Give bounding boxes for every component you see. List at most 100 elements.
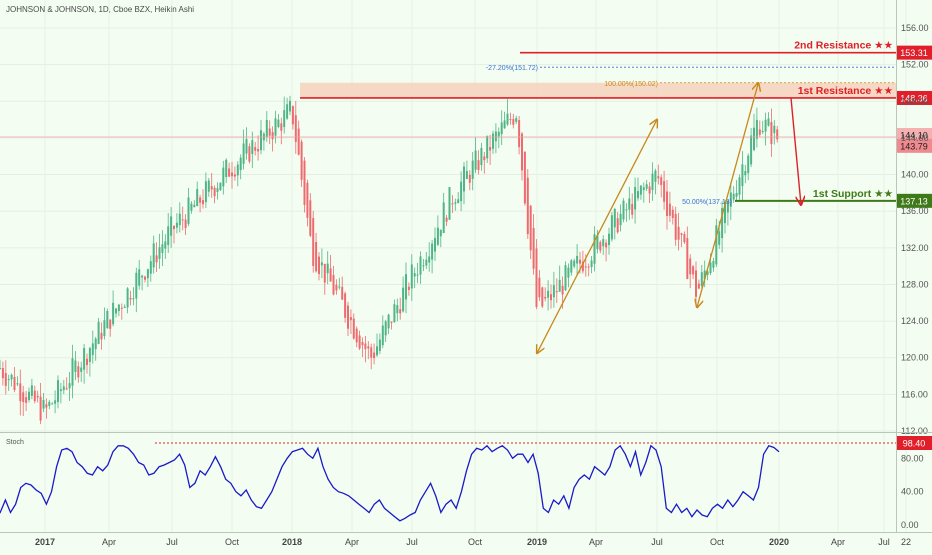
candle-body [378, 339, 381, 351]
candle-body [19, 383, 22, 402]
candle-body [222, 167, 225, 187]
first-support-label: 1st Support ★★ [813, 188, 893, 200]
candle-body [28, 391, 30, 401]
candle-body [651, 173, 654, 191]
price-tick-label: 128.00 [901, 279, 929, 289]
price-label-bg [897, 138, 932, 153]
annotation-layer: -27.20%(151.72)100.00%(150.02)50.00%(137… [486, 65, 896, 353]
candle-body [16, 383, 19, 385]
candle-body [744, 170, 747, 176]
stoch-level-tag-label: 98.40 [903, 439, 926, 449]
time-tick-label: Oct [225, 537, 240, 547]
candle-body [654, 170, 657, 182]
candle-body [277, 119, 280, 128]
candle-body [422, 265, 425, 267]
candle-body [695, 270, 697, 297]
candle-body [225, 159, 228, 178]
fib-extension-label: -27.20%(151.72) [486, 65, 538, 72]
candle-body [347, 305, 349, 329]
candle-body [326, 263, 329, 274]
candle-body [674, 213, 677, 240]
candle-body [535, 248, 538, 308]
time-tick-label: Jul [406, 537, 418, 547]
candle-body [610, 215, 613, 240]
stoch-tick-label: 80.00 [901, 453, 924, 463]
candle-body [663, 181, 666, 202]
candle-body [100, 332, 103, 340]
candle-body [181, 219, 184, 221]
candle-body [344, 293, 347, 318]
candle-body [370, 347, 373, 358]
candle-body [97, 321, 100, 344]
candle-body [361, 342, 364, 346]
price-tick-label: 140.00 [901, 170, 929, 180]
candle-body [170, 216, 173, 236]
candle-body [115, 308, 117, 314]
candle-body [413, 273, 416, 277]
candle-body [51, 403, 54, 405]
candle-body [175, 222, 178, 228]
candle-body [494, 131, 497, 142]
candle-body [492, 133, 494, 149]
candle-body [741, 164, 744, 187]
candle-body [306, 182, 309, 218]
candle-body [547, 290, 550, 298]
candle-body [564, 265, 567, 291]
candle-body [747, 155, 750, 174]
chart-title: JOHNSON & JOHNSON, 1D, Cboe BZX, Heikin … [6, 5, 194, 14]
fib-100-label: 100.00%(150.02) [604, 81, 658, 88]
candle-body [738, 177, 741, 195]
candle-body [332, 274, 335, 295]
candle-body [753, 127, 755, 150]
candle-body [732, 193, 735, 200]
candle-body [715, 225, 718, 265]
price-tick-label: 120.00 [901, 353, 929, 363]
candle-body [602, 239, 605, 247]
candle-body [526, 177, 529, 235]
candle-body [36, 395, 39, 398]
candle-body [700, 272, 703, 287]
candle-body [613, 209, 616, 228]
stoch-tick-label: 40.00 [901, 487, 924, 497]
candle-body [251, 140, 254, 154]
candle-body [57, 380, 59, 403]
candle-body [616, 218, 619, 233]
candle-body [106, 310, 109, 329]
first-resistance-label: 1st Resistance ★★ [798, 85, 893, 97]
time-tick-label: 2019 [527, 537, 547, 547]
candle-body [434, 238, 436, 252]
price-tick-label: 124.00 [901, 316, 929, 326]
stoch-line [0, 444, 780, 522]
candle-body [558, 279, 561, 292]
candle-body [274, 118, 277, 136]
candle-body [735, 192, 738, 197]
candle-body [367, 346, 370, 349]
candle-body [442, 202, 445, 233]
candle-body [552, 285, 555, 298]
candle-body [561, 285, 564, 295]
candle-body [419, 256, 422, 275]
candle-body [309, 200, 312, 236]
candle-body [619, 213, 622, 226]
candle-body [109, 319, 112, 329]
second-resistance-label: 2nd Resistance ★★ [794, 40, 893, 52]
candle-body [117, 304, 120, 312]
candle-body [7, 379, 10, 381]
candle-body [634, 187, 637, 210]
candle-body [65, 388, 68, 390]
candle-body [451, 203, 454, 205]
candle-body [202, 200, 204, 205]
candle-body [471, 160, 474, 179]
candle-body [587, 266, 590, 268]
price-tick-label: 136.00 [901, 206, 929, 216]
candle-body [376, 346, 378, 356]
time-tick-label: Oct [468, 537, 483, 547]
candle-body [329, 268, 332, 282]
candle-body [283, 110, 286, 128]
candle-body [677, 226, 680, 240]
candle-body [129, 297, 132, 300]
candle-body [686, 238, 689, 279]
candle-body [320, 262, 323, 266]
candle-body [410, 264, 413, 289]
